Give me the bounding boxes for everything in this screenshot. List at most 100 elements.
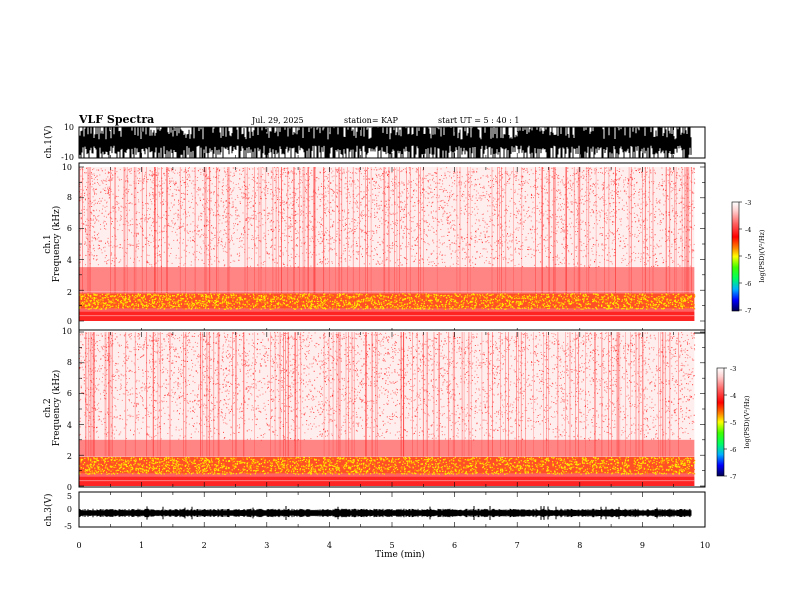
spectrogram-speckle-yellow <box>646 305 648 307</box>
spectrogram-speckle-yellow <box>308 294 310 296</box>
spectrogram-speckle-yellow <box>126 306 128 308</box>
spectrogram-speckle-yellow <box>530 302 532 304</box>
spectrogram-speckle-yellow <box>239 307 241 309</box>
spectrogram-speckle-red <box>343 211 345 213</box>
spectrogram-speckle-yellow <box>592 293 595 295</box>
spectrogram-speckle-red <box>432 217 434 219</box>
spectrogram-speckle-red <box>305 217 307 219</box>
spectrogram-speckle-red <box>692 172 694 174</box>
spectrogram-speckle-yellow <box>584 308 586 310</box>
spectrogram-speckle-yellow <box>686 295 688 297</box>
spectrogram-speckle-yellow <box>294 308 296 310</box>
spectrogram-speckle-yellow <box>304 297 306 299</box>
spectrogram-speckle-red <box>126 176 128 178</box>
spectrogram-speckle-red <box>354 228 356 230</box>
spectrogram-speckle-yellow <box>576 297 578 299</box>
spectrogram-speckle-yellow <box>90 295 93 298</box>
spectrogram-speckle-red <box>624 243 626 245</box>
spectrogram-speckle-yellow <box>244 293 246 295</box>
spectrogram-speckle-red <box>280 256 281 258</box>
spectrogram-speckle-red <box>242 234 244 236</box>
spectrogram-speckle-red <box>152 179 154 181</box>
spectrogram-speckle-yellow <box>658 303 660 306</box>
spectrogram-speckle-yellow <box>634 304 636 306</box>
spectrogram-speckle-red <box>239 201 241 203</box>
spectrogram-speckle-yellow <box>201 308 203 310</box>
spectrogram-speckle-red <box>624 189 626 191</box>
spectrogram-speckle-yellow <box>192 302 194 305</box>
spectrogram-speckle-yellow <box>454 301 456 303</box>
spectrogram-speckle-yellow <box>122 306 124 308</box>
spectrogram-speckle-red <box>526 211 528 212</box>
spectrogram-speckle-yellow <box>417 306 420 308</box>
spectrogram-speckle-red <box>647 249 649 250</box>
spectrogram-speckle-red <box>353 201 355 203</box>
spectrogram-speckle-yellow <box>106 306 108 308</box>
spectrogram-speckle-red <box>578 184 580 185</box>
spectrogram-speckle-yellow <box>204 294 206 296</box>
spectrogram-speckle-red <box>384 193 386 195</box>
spectrogram-speckle-red <box>328 202 330 204</box>
spectrogram-speckle-yellow <box>93 302 95 304</box>
spectrogram-speckle-yellow <box>411 298 413 301</box>
spectrogram-speckle-yellow <box>381 294 383 296</box>
spectrogram-speckle-yellow <box>388 302 390 305</box>
spectrogram-speckle-yellow <box>492 302 494 304</box>
spectrogram-speckle-yellow <box>637 305 639 307</box>
spectrogram-speckle-red <box>297 188 299 190</box>
spectrogram-speckle-yellow <box>326 300 328 302</box>
spectrogram-speckle-yellow <box>229 301 231 303</box>
spectrogram-speckle-yellow <box>160 295 162 297</box>
spectrogram-speckle-red <box>321 231 323 233</box>
spectrogram-speckle-yellow <box>223 300 225 302</box>
spectrogram-speckle-red <box>356 210 358 212</box>
spectrogram-speckle-red <box>157 184 159 186</box>
spectrogram-speckle-yellow <box>338 293 340 295</box>
spectrogram-speckle-yellow <box>286 305 288 307</box>
spectrogram-speckle-red <box>167 187 169 189</box>
spectrogram-speckle-yellow <box>567 300 569 302</box>
spectrogram-speckle-red <box>116 201 118 203</box>
spectrogram-speckle-yellow <box>320 298 322 300</box>
spectrogram-speckle-red <box>512 234 514 236</box>
spectrogram-speckle-red <box>136 219 138 221</box>
spectrogram-speckle-yellow <box>336 296 338 298</box>
spectrogram-speckle-yellow <box>216 293 218 295</box>
spectrogram-speckle-yellow <box>463 298 465 300</box>
spectrogram-speckle-red <box>539 213 540 215</box>
spectrogram-speckle-red <box>417 241 419 243</box>
spectrogram-speckle-red <box>248 168 250 170</box>
spectrogram-speckle-yellow <box>109 295 112 297</box>
spectrogram-speckle-yellow <box>242 303 244 305</box>
spectrogram-speckle-yellow <box>499 294 501 296</box>
spectrogram-speckle-yellow <box>612 294 614 296</box>
spectrogram-speckle-red <box>202 180 204 181</box>
spectrogram-speckle-yellow <box>390 303 392 305</box>
spectrogram-speckle-red <box>271 239 273 241</box>
spectrogram-speckle-yellow <box>328 302 330 304</box>
spectrogram-speckle-yellow <box>430 301 432 303</box>
spectrogram-speckle-yellow <box>686 306 688 308</box>
spectrogram-speckle-red <box>203 235 204 236</box>
spectrogram-speckle-yellow <box>681 306 684 308</box>
spectrogram-speckle-red <box>646 171 647 173</box>
spectrogram-speckle-red <box>668 214 670 215</box>
spectrogram-speckle-red <box>570 201 572 203</box>
spectrogram-speckle-red <box>443 190 445 191</box>
spectrogram-speckle-red <box>129 230 130 232</box>
spectrogram-speckle-red <box>257 212 259 214</box>
spectrogram-speckle-red <box>586 176 587 177</box>
spectrogram-speckle-red <box>281 202 283 204</box>
spectrogram-speckle-red <box>402 192 404 194</box>
spectrogram-speckle-yellow <box>397 304 399 306</box>
spectrogram-speckle-yellow <box>137 304 140 306</box>
spectrogram-speckle-yellow <box>408 308 410 310</box>
spectrogram-speckle-yellow <box>247 302 249 304</box>
spectrogram-speckle-yellow <box>537 300 539 302</box>
spectrogram-speckle-yellow <box>457 302 459 304</box>
spectrogram-speckle-red <box>171 262 173 264</box>
spectrogram-speckle-yellow <box>177 300 179 303</box>
spectrogram-speckle-yellow <box>185 293 187 295</box>
spectrogram-speckle-yellow <box>264 300 266 302</box>
spectrogram-speckle-yellow <box>547 305 549 307</box>
